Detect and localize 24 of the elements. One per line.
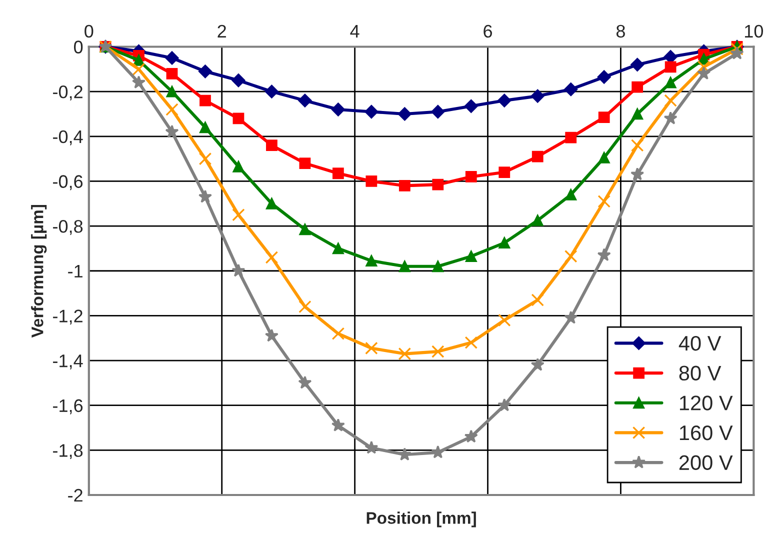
y-tick-label: -0,2 bbox=[53, 86, 82, 100]
y-tick-label: -0,6 bbox=[53, 175, 83, 190]
y-tick-label: -1,2 bbox=[53, 310, 82, 325]
x-tick-label: 8 bbox=[616, 24, 625, 38]
x-axis-title: Position [mm] bbox=[366, 512, 476, 528]
x-tick-label: 0 bbox=[84, 24, 94, 38]
legend-label: 80 V bbox=[679, 366, 722, 381]
y-tick-label: -0,8 bbox=[53, 220, 83, 235]
y-tick-label: -1 bbox=[68, 264, 82, 278]
y-tick-label: -0,4 bbox=[53, 130, 83, 146]
legend-label: 160 V bbox=[680, 425, 733, 440]
x-tick-label: 6 bbox=[484, 24, 492, 38]
x-tick-label: 2 bbox=[218, 24, 226, 38]
y-axis-title: Verformung [µm] bbox=[31, 204, 47, 338]
y-tick-label: -2 bbox=[68, 488, 82, 502]
x-tick-label: 10 bbox=[745, 24, 764, 38]
x-tick-label: 4 bbox=[350, 25, 360, 38]
y-tick-label: -1,8 bbox=[53, 444, 83, 460]
legend-label: 200 V bbox=[679, 455, 733, 470]
y-tick-label: -1,4 bbox=[53, 354, 83, 370]
legend-label: 120 V bbox=[680, 396, 733, 410]
legend-label: 40 V bbox=[678, 336, 722, 351]
y-tick-label: -1,6 bbox=[53, 399, 83, 414]
y-tick-label: 0 bbox=[74, 40, 83, 54]
